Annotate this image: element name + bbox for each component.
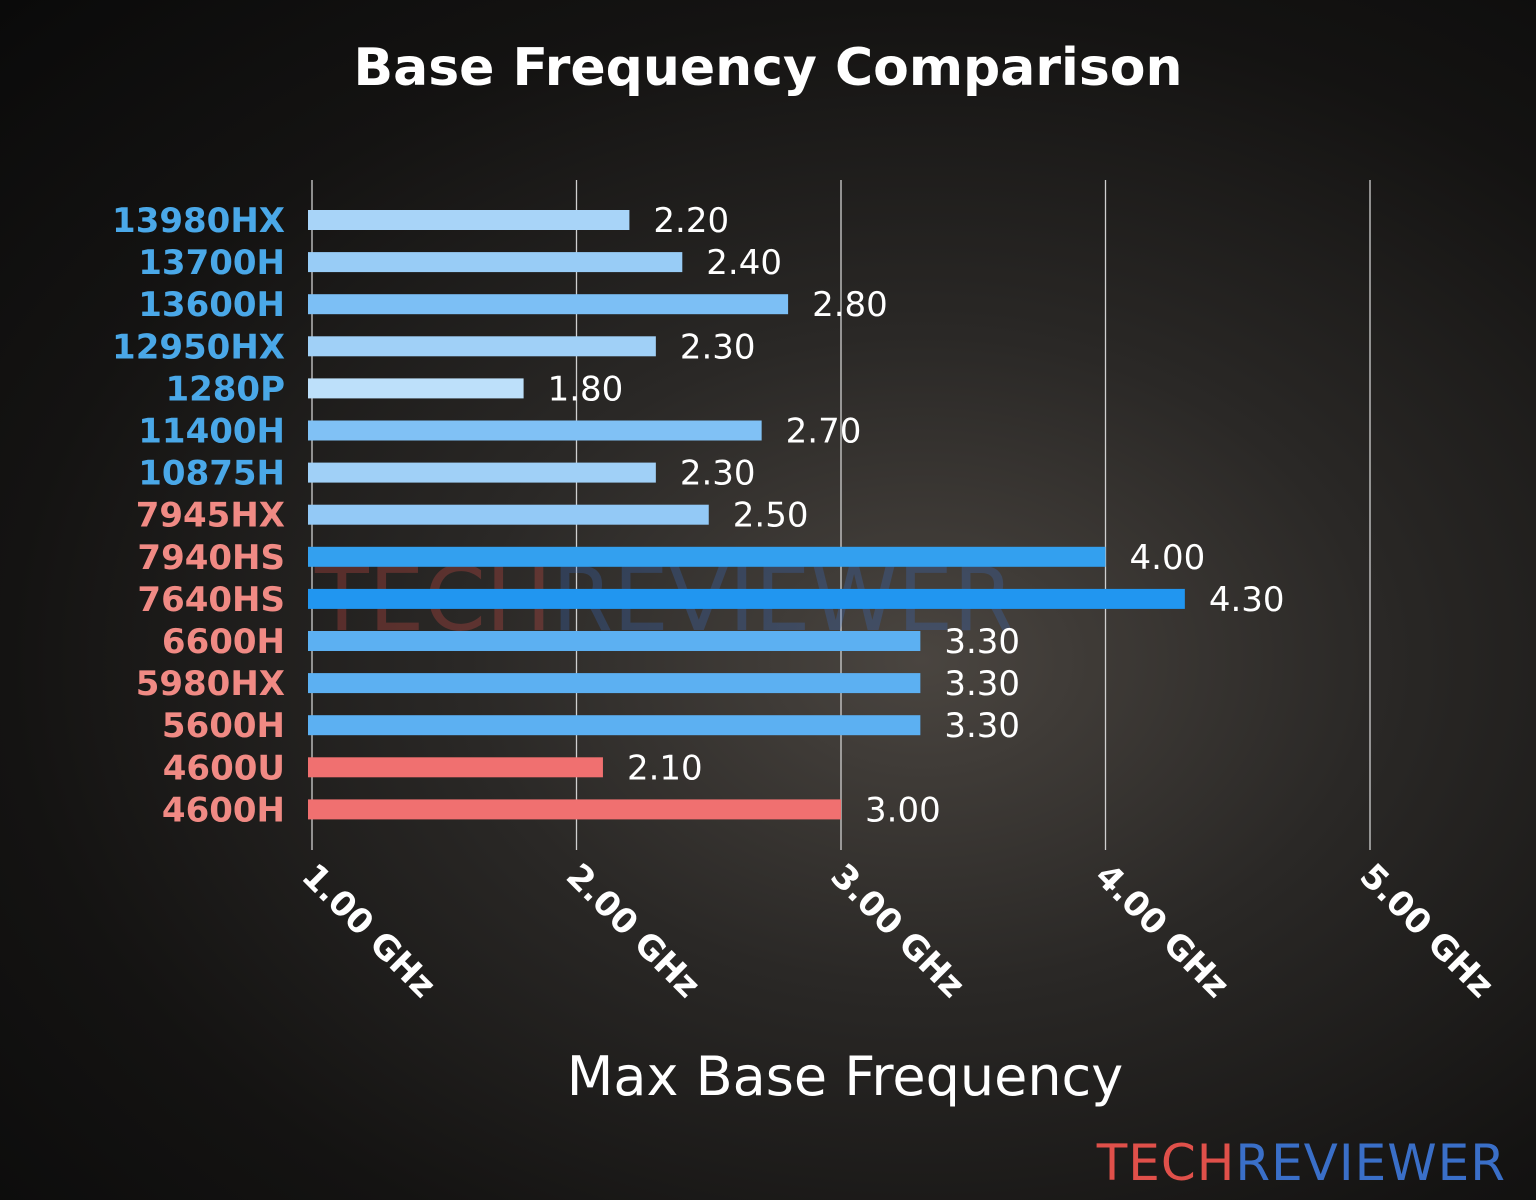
- value-label: 1.80: [548, 369, 624, 409]
- x-tick-label: 2.00 GHz: [558, 856, 708, 1006]
- bar: [308, 546, 1106, 567]
- value-label: 2.20: [653, 201, 729, 241]
- x-axis-label: Max Base Frequency: [567, 1045, 1123, 1108]
- value-label: 3.30: [944, 664, 1020, 704]
- bar: [308, 588, 1185, 609]
- value-label: 3.30: [944, 622, 1020, 662]
- category-label: 1280P: [165, 369, 285, 409]
- value-label: 2.80: [812, 285, 888, 325]
- bar: [308, 336, 656, 357]
- techreviewer-logo: TECHREVIEWER: [1096, 1134, 1506, 1192]
- x-tick-label: 4.00 GHz: [1087, 856, 1237, 1006]
- category-label: 7640HS: [137, 580, 285, 620]
- bar: [308, 673, 921, 694]
- bar: [308, 504, 709, 525]
- bar: [308, 294, 789, 315]
- category-label: 11400H: [138, 412, 285, 452]
- category-label: 13980HX: [112, 201, 285, 241]
- bar: [308, 252, 683, 273]
- category-label: 5600H: [162, 706, 285, 746]
- category-label: 4600H: [162, 790, 285, 830]
- value-label: 2.40: [706, 243, 782, 283]
- bar: [308, 631, 921, 651]
- bar: [308, 799, 841, 820]
- category-label: 7940HS: [137, 538, 285, 578]
- x-tick-label: 3.00 GHz: [823, 856, 973, 1006]
- category-label: 13700H: [138, 243, 285, 283]
- value-label: 2.50: [733, 496, 809, 536]
- value-label: 2.30: [680, 454, 756, 494]
- bar: [308, 378, 524, 399]
- bar: [308, 462, 656, 483]
- value-label: 4.30: [1209, 580, 1285, 620]
- value-label: 3.00: [865, 790, 941, 830]
- bar: [308, 715, 921, 736]
- value-label: 2.30: [680, 327, 756, 367]
- category-label: 10875H: [138, 454, 285, 494]
- category-label: 5980HX: [136, 664, 285, 704]
- category-label: 12950HX: [112, 327, 285, 367]
- x-tick-label: 5.00 GHz: [1352, 856, 1502, 1006]
- category-label: 4600U: [163, 748, 285, 788]
- category-label: 6600H: [162, 622, 285, 662]
- category-label: 7945HX: [136, 496, 285, 536]
- bar: [308, 757, 603, 778]
- value-label: 2.10: [627, 748, 703, 788]
- x-tick-label: 1.00 GHz: [294, 856, 444, 1006]
- bar: [308, 210, 630, 230]
- bar: [308, 420, 762, 441]
- value-label: 4.00: [1130, 538, 1206, 578]
- category-label: 13600H: [138, 285, 285, 325]
- value-label: 3.30: [944, 706, 1020, 746]
- chart-title: Base Frequency Comparison: [353, 38, 1182, 98]
- value-label: 2.70: [786, 412, 862, 452]
